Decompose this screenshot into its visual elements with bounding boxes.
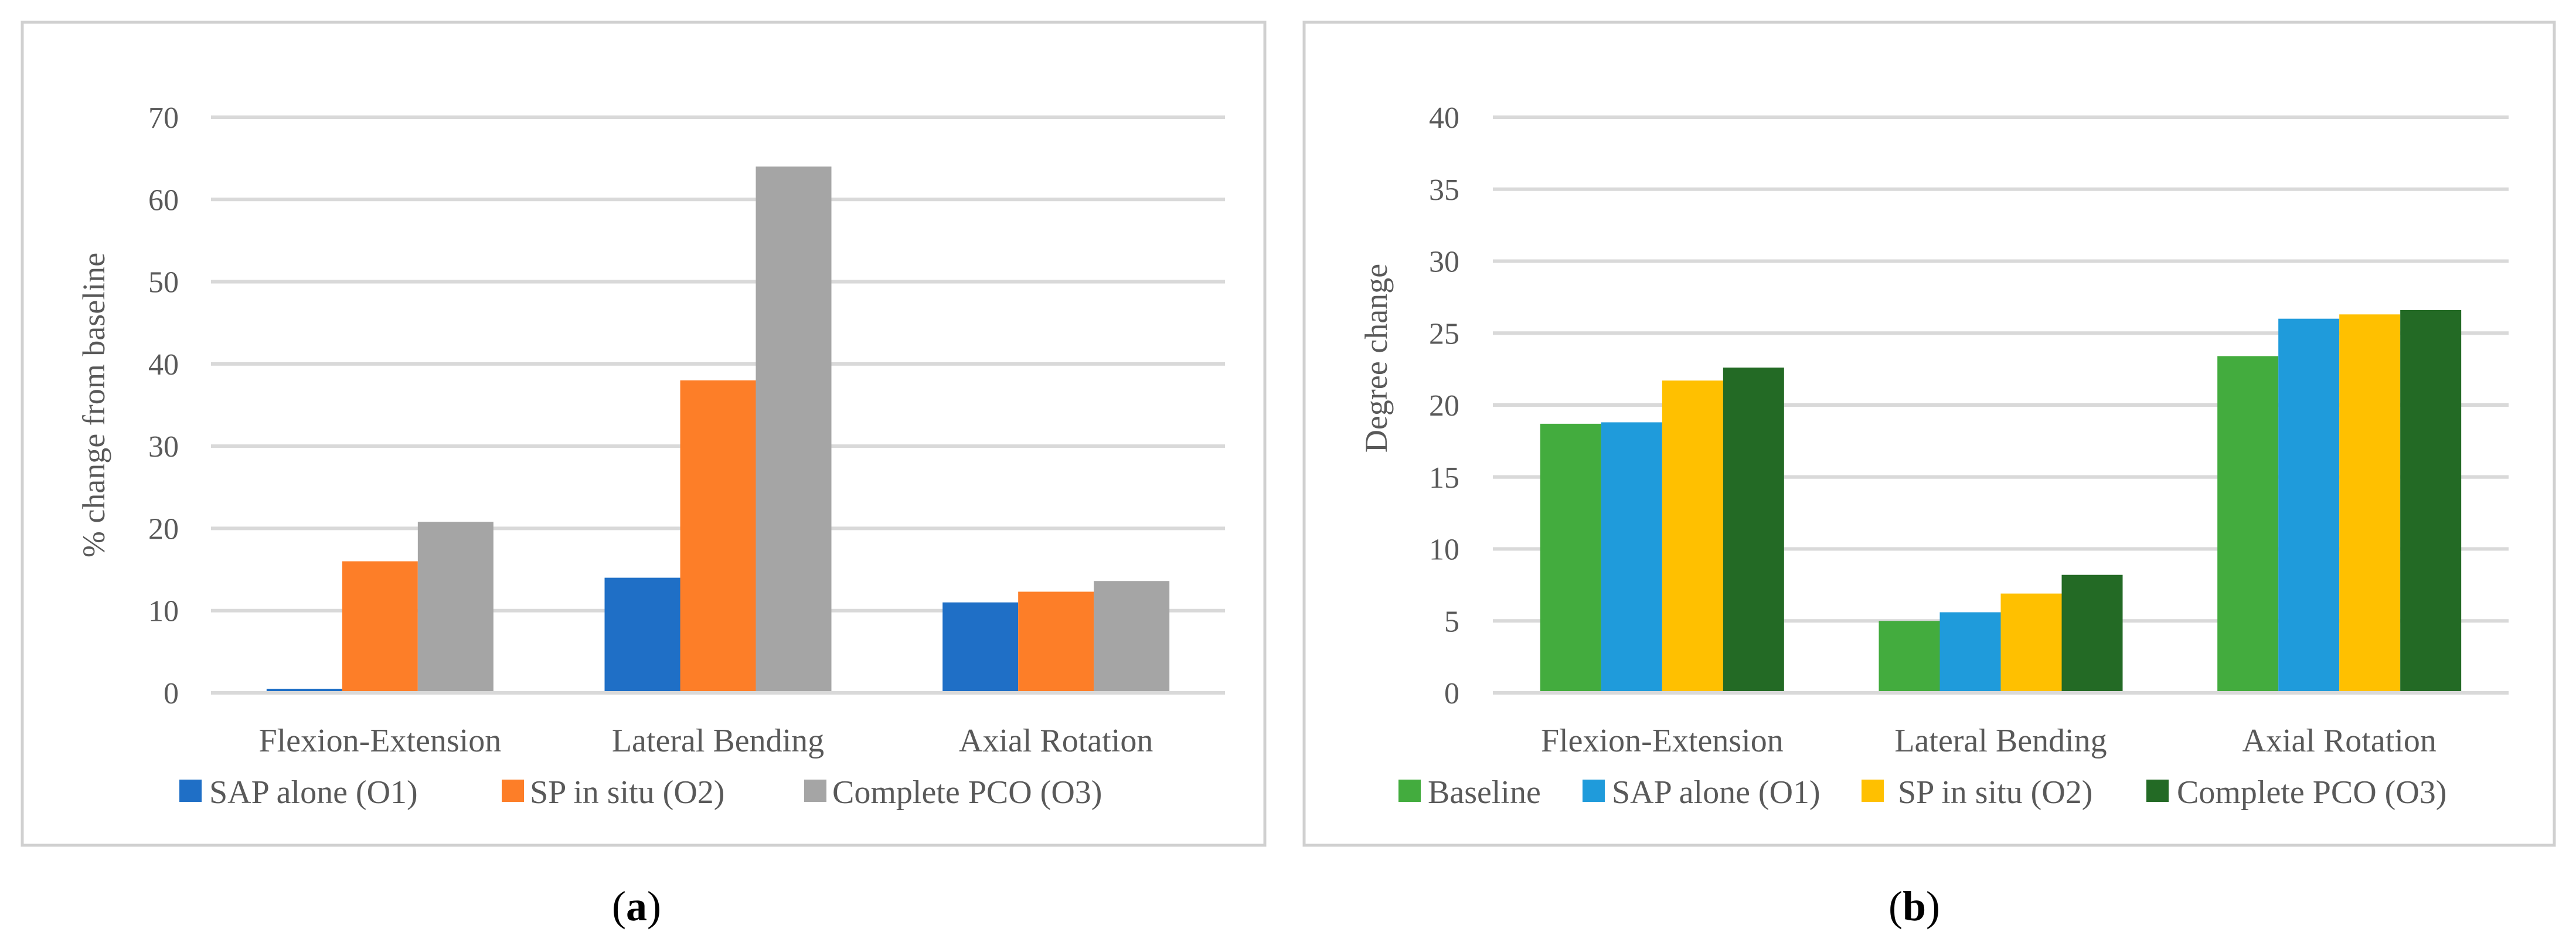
legend-swatch (1398, 780, 1421, 802)
y-tick-label: 20 (1429, 389, 1459, 423)
bar (1601, 422, 1662, 693)
y-tick-label: 15 (1429, 461, 1459, 495)
bar (604, 577, 680, 693)
bar (2000, 593, 2062, 693)
legend-item: SP in situ (O2) (502, 774, 724, 811)
y-tick-label: 5 (1444, 605, 1459, 638)
bar (1723, 368, 1784, 693)
legend-item: Complete PCO (O3) (2146, 774, 2446, 811)
bar (266, 688, 342, 693)
y-tick-label: 30 (1429, 246, 1459, 279)
y-tick-label: 10 (1429, 533, 1459, 567)
legend-item: Baseline (1398, 774, 1541, 811)
legend-swatch (179, 780, 202, 802)
y-tick-label: 30 (148, 430, 179, 464)
chart-panel-a: 0 10 20 30 40 50 60 70 Flexion-Extension Lateral … (21, 21, 1267, 930)
y-tick-label: 25 (1429, 317, 1459, 351)
legend-item: SAP alone (O1) (1583, 774, 1820, 811)
legend-label: Baseline (1428, 774, 1541, 811)
x-category-label: Flexion-Extension (1541, 723, 1784, 759)
bar (942, 602, 1019, 693)
y-tick-label: 40 (148, 348, 179, 382)
legend-label: Complete PCO (O3) (2177, 774, 2446, 811)
legend-item: SAP alone (O1) (179, 774, 418, 811)
bar (342, 561, 418, 693)
bar (1879, 621, 1940, 693)
legend-swatch (1862, 780, 1884, 802)
y-axis-title: Degree change (1359, 264, 1394, 453)
bar (680, 380, 756, 693)
legend-swatch (502, 780, 524, 802)
legend-label: Complete PCO (O3) (832, 774, 1102, 811)
y-tick-label: 0 (1444, 677, 1459, 710)
bar (1018, 591, 1094, 693)
legend: Baseline SAP alone (O1) SP in situ (O2) Com… (1398, 774, 2446, 811)
bar (417, 522, 494, 693)
x-category-label: Flexion-Extension (258, 723, 501, 759)
bar (1662, 380, 1723, 693)
x-category-label: Lateral Bending (612, 723, 824, 759)
legend-swatch (1583, 780, 1605, 802)
y-tick-label: 50 (148, 266, 179, 300)
panel-frame (21, 21, 1267, 847)
bar (2278, 318, 2340, 693)
legend: SAP alone (O1) SP in situ (O2) Complete PC… (179, 774, 1102, 811)
panel-caption: (a) (612, 883, 661, 930)
bar (2061, 574, 2123, 693)
panel-caption: (b) (1888, 883, 1940, 930)
legend-item: SP in situ (O2) (1862, 774, 2092, 811)
y-tick-label: 40 (1429, 101, 1459, 135)
y-tick-label: 35 (1429, 174, 1459, 207)
legend-item: Complete PCO (O3) (804, 774, 1102, 811)
y-axis-title: % change from baseline (76, 253, 111, 557)
y-tick-label: 60 (148, 183, 179, 217)
bar (2339, 314, 2401, 693)
bar (1540, 423, 1601, 693)
bar (2217, 356, 2279, 693)
legend-swatch (804, 780, 826, 802)
legend-swatch (2146, 780, 2169, 802)
x-category-label: Axial Rotation (2242, 723, 2437, 759)
bar (1939, 612, 2001, 693)
legend-label: SAP alone (O1) (209, 774, 418, 811)
legend-label: SP in situ (O2) (530, 774, 724, 811)
x-category-label: Axial Rotation (959, 723, 1153, 759)
y-tick-label: 70 (148, 101, 179, 135)
bar (756, 166, 832, 693)
y-tick-label: 20 (148, 512, 179, 546)
bar (1094, 581, 1170, 693)
legend-label: SAP alone (O1) (1612, 774, 1820, 811)
legend-label: SP in situ (O2) (1898, 774, 2092, 811)
x-category-label: Lateral Bending (1894, 723, 2107, 759)
bar (2400, 309, 2462, 693)
chart-panel-b: 0 5 10 15 20 25 30 35 40 Flexion-Extension Lateral… (1302, 21, 2556, 930)
y-tick-label: 0 (164, 677, 179, 710)
y-tick-label: 10 (148, 595, 179, 628)
